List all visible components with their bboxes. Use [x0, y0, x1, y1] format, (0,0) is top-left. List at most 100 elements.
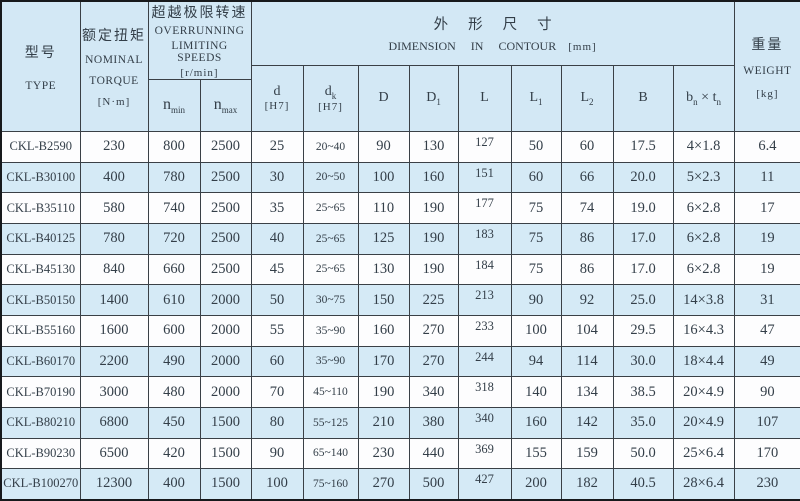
cell-B: 30.0 [612, 345, 674, 378]
cell-type: CKL-B100270 [0, 468, 81, 500]
cell-D1: 340 [408, 376, 459, 408]
cell-torque: 2200 [79, 345, 149, 378]
cell-type: CKL-B70190 [0, 376, 81, 408]
cell-L1: 200 [510, 468, 562, 500]
cell-dk: 55~125 [302, 406, 359, 439]
cell-dk: 25~65 [302, 192, 359, 224]
cell-D1: 440 [408, 437, 459, 470]
header-speeds-en1: OVERRUNNING [154, 25, 245, 37]
cell-d: 30 [250, 161, 304, 194]
cell-type: CKL-B35110 [0, 192, 81, 224]
cell-B: 20.0 [612, 161, 674, 194]
cell-dk: 20~50 [302, 161, 359, 194]
cell-dk: 35~90 [302, 314, 359, 347]
cell-L1: 50 [510, 131, 562, 163]
cell-bn_tn: 6×2.8 [672, 253, 735, 286]
header-dimension-zh: 外形尺寸 [433, 16, 572, 33]
cell-n_min: 660 [147, 253, 201, 286]
cell-bn_tn: 4×1.8 [672, 131, 735, 163]
table-row: CKL-B35110 580 740 2500 35 25~65 110 190 177 75 74… [0, 192, 800, 224]
cell-bn_tn: 5×2.3 [672, 161, 735, 194]
cell-L2: 86 [560, 222, 614, 255]
cell-L: 177 [457, 192, 512, 224]
cell-D1: 160 [408, 161, 459, 194]
cell-type: CKL-B45130 [0, 253, 81, 286]
cell-L2: 134 [560, 376, 614, 408]
cell-d: 100 [250, 468, 304, 500]
cell-B: 17.0 [612, 253, 674, 286]
cell-n_min: 740 [147, 192, 201, 224]
cell-D: 230 [357, 437, 410, 470]
cell-weight: 170 [733, 437, 800, 470]
cell-weight: 107 [733, 406, 800, 439]
header-dimension: 外形尺寸 DIMENSION IN CONTOUR [mm] [250, 0, 735, 66]
cell-D1: 225 [408, 284, 459, 316]
cell-torque: 3000 [79, 376, 149, 408]
table-row: CKL-B2590 230 800 2500 25 20~40 90 130 127 50 60 17… [0, 131, 800, 163]
cell-d: 55 [250, 314, 304, 347]
table-row: CKL-B50150 1400 610 2000 50 30~75 150 225 213 90 9… [0, 284, 800, 316]
cell-D: 130 [357, 253, 410, 286]
cell-weight: 49 [733, 345, 800, 378]
cell-D: 90 [357, 131, 410, 163]
cell-d: 40 [250, 222, 304, 255]
cell-torque: 1600 [79, 314, 149, 347]
cell-L1: 90 [510, 284, 562, 316]
table-row: CKL-B70190 3000 480 2000 70 45~110 190 340 318 14… [0, 376, 800, 408]
cell-bn_tn: 6×2.8 [672, 192, 735, 224]
cell-torque: 400 [79, 161, 149, 194]
cell-D: 210 [357, 406, 410, 439]
cell-type: CKL-B90230 [0, 437, 81, 470]
cell-dk: 45~110 [302, 376, 359, 408]
header-speeds: 超越极限转速 OVERRUNNING LIMITING SPEEDS [r/mi… [147, 0, 252, 80]
cell-n_max: 2000 [199, 376, 252, 408]
cell-n_max: 2000 [199, 284, 252, 316]
cell-L1: 160 [510, 406, 562, 439]
cell-L: 183 [457, 222, 512, 255]
cell-D: 270 [357, 468, 410, 500]
table-body: CKL-B2590 230 800 2500 25 20~40 90 130 127 50 60 17… [0, 131, 800, 500]
cell-D1: 130 [408, 131, 459, 163]
cell-d: 60 [250, 345, 304, 378]
header-torque: 额定扭矩 NOMINAL TORQUE [N·m] [79, 0, 149, 132]
cell-weight: 17 [733, 192, 800, 224]
header-speeds-en2: LIMITING SPEEDS [171, 40, 228, 64]
cell-bn_tn: 16×4.3 [672, 314, 735, 347]
cell-n_max: 2000 [199, 345, 252, 378]
cell-type: CKL-B30100 [0, 161, 81, 194]
cell-torque: 6800 [79, 406, 149, 439]
header-type: 型号 TYPE [0, 0, 81, 132]
cell-D1: 270 [408, 314, 459, 347]
cell-L2: 104 [560, 314, 614, 347]
cell-L1: 140 [510, 376, 562, 408]
cell-d: 45 [250, 253, 304, 286]
cell-L2: 142 [560, 406, 614, 439]
cell-weight: 31 [733, 284, 800, 316]
header-torque-en2: TORQUE [89, 75, 139, 87]
cell-L2: 159 [560, 437, 614, 470]
table-row: CKL-B60170 2200 490 2000 60 35~90 170 270 244 94 1… [0, 345, 800, 378]
table-row: CKL-B55160 1600 600 2000 55 35~90 160 270 233 100… [0, 314, 800, 347]
cell-L2: 182 [560, 468, 614, 500]
cell-weight: 19 [733, 253, 800, 286]
cell-weight: 19 [733, 222, 800, 255]
cell-torque: 1400 [79, 284, 149, 316]
cell-torque: 580 [79, 192, 149, 224]
cell-weight: 47 [733, 314, 800, 347]
cell-bn_tn: 14×3.8 [672, 284, 735, 316]
col-header-D1: D1 [408, 64, 459, 132]
cell-n_min: 720 [147, 222, 201, 255]
cell-D: 150 [357, 284, 410, 316]
cell-L2: 66 [560, 161, 614, 194]
col-header-dk: dk [H7] [302, 64, 359, 132]
cell-n_max: 2000 [199, 314, 252, 347]
cell-weight: 90 [733, 376, 800, 408]
table-row: CKL-B45130 840 660 2500 45 25~65 130 190 184 75 86… [0, 253, 800, 286]
cell-D1: 500 [408, 468, 459, 500]
cell-n_min: 450 [147, 406, 201, 439]
cell-weight: 230 [733, 468, 800, 500]
cell-D: 190 [357, 376, 410, 408]
cell-n_min: 420 [147, 437, 201, 470]
cell-torque: 230 [79, 131, 149, 163]
